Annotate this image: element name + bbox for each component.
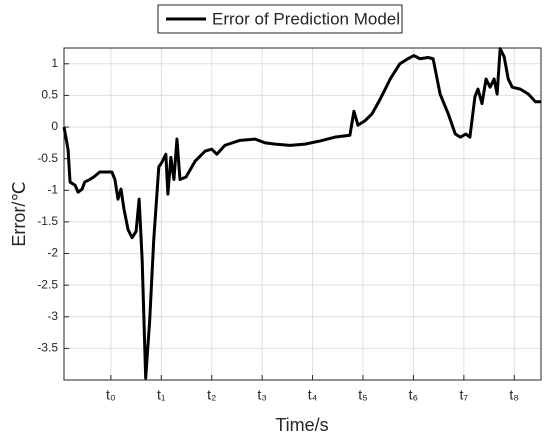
y-tick-label: -0.5 xyxy=(37,151,58,165)
y-axis-label: Error/℃ xyxy=(9,181,29,246)
y-tick-label: -2.5 xyxy=(37,277,58,291)
data-line xyxy=(62,47,541,380)
x-tick-label: t₁ xyxy=(157,387,166,403)
x-tick-label: t₄ xyxy=(308,387,318,403)
y-tick-label: -1.5 xyxy=(37,214,58,228)
y-tick-label: -1 xyxy=(47,182,58,196)
y-tick-label: -2 xyxy=(47,246,58,260)
y-tick-label: 0.5 xyxy=(41,88,58,102)
x-tick-label: t₈ xyxy=(509,387,519,403)
x-axis-label: Time/s xyxy=(275,415,328,435)
x-tick-label: t₀ xyxy=(106,387,116,403)
x-tick-label: t₅ xyxy=(358,387,368,403)
plot-frame xyxy=(63,47,542,381)
legend-label: Error of Prediction Model xyxy=(212,9,400,28)
x-tick-label: t₂ xyxy=(207,387,216,403)
x-tick-label: t₃ xyxy=(257,387,267,403)
y-tick-label: -3.5 xyxy=(37,341,58,355)
y-tick-label: 0 xyxy=(51,119,58,133)
y-tick-label: 1 xyxy=(51,56,58,70)
x-tick-label: t₆ xyxy=(409,387,419,403)
x-tick-label: t₇ xyxy=(460,387,469,403)
y-tick-label: -3 xyxy=(47,309,58,323)
